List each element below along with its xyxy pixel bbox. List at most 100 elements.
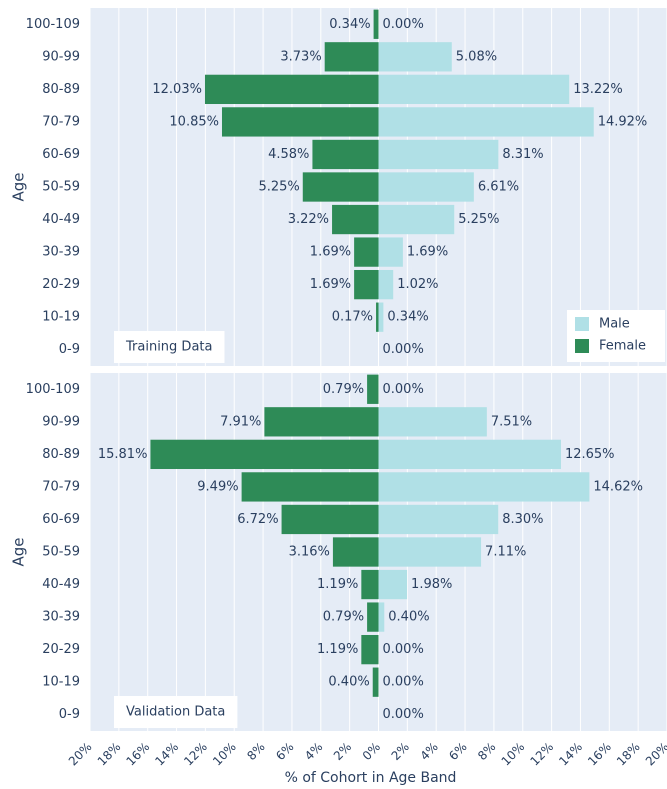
x-tick-label: 0% [360, 740, 383, 763]
data-label: 0.34% [387, 310, 428, 325]
annotation-box [114, 696, 238, 728]
bar [332, 537, 379, 567]
data-label: 12.03% [152, 82, 202, 97]
x-tick-label: 16% [585, 740, 614, 769]
bar [367, 602, 379, 632]
bar [378, 269, 394, 300]
y-tick-label: 0-9 [59, 342, 80, 357]
bar [373, 9, 379, 39]
y-tick-label: 10-19 [42, 310, 80, 325]
y-tick-label: 70-79 [42, 479, 80, 494]
x-tick-label: 2% [389, 740, 412, 763]
y-tick-label: 60-69 [42, 512, 80, 527]
data-label: 0.00% [383, 642, 424, 657]
data-label: 7.91% [220, 414, 261, 429]
data-label: 1.19% [317, 577, 358, 592]
data-label: 9.49% [197, 479, 238, 494]
y-tick-label: 70-79 [42, 114, 80, 129]
y-tick-label: 80-89 [42, 82, 80, 97]
x-tick-label: 8% [475, 740, 498, 763]
data-label: 0.00% [383, 675, 424, 690]
x-tick-label: 10% [210, 740, 239, 769]
data-label: 5.08% [456, 49, 497, 64]
data-label: 14.62% [593, 479, 643, 494]
x-tick-label: 6% [273, 740, 296, 763]
data-label: 3.22% [288, 212, 329, 227]
x-tick-label: 6% [446, 740, 469, 763]
bar [378, 42, 452, 72]
x-tick-label: 12% [181, 740, 210, 769]
bar [378, 439, 561, 470]
bar [378, 74, 570, 105]
data-label: 6.72% [237, 512, 278, 527]
data-label: 7.11% [485, 545, 526, 560]
bar [376, 302, 379, 332]
bar [378, 602, 385, 632]
x-tick-label: 12% [527, 740, 556, 769]
x-tick-label: 4% [302, 740, 325, 763]
bar [378, 139, 499, 170]
data-label: 1.69% [407, 245, 448, 260]
data-label: 6.61% [478, 180, 519, 195]
legend-swatch [575, 339, 589, 353]
bar [367, 374, 379, 404]
data-label: 0.34% [329, 17, 370, 32]
annotation-box [114, 331, 225, 363]
data-label: 0.00% [383, 17, 424, 32]
bar [312, 139, 379, 170]
bar [378, 302, 384, 332]
bar [372, 667, 379, 697]
data-label: 5.25% [458, 212, 499, 227]
x-tick-label: 14% [152, 740, 181, 769]
bar [378, 537, 482, 567]
data-label: 0.00% [383, 707, 424, 722]
x-tick-label: 2% [331, 740, 354, 763]
x-tick-label: 14% [556, 740, 585, 769]
bar [378, 172, 474, 202]
data-label: 1.19% [317, 642, 358, 657]
data-label: 0.79% [323, 610, 364, 625]
data-label: 15.81% [98, 447, 148, 462]
bar [302, 172, 379, 202]
bar [221, 107, 379, 137]
legend-swatch [575, 317, 589, 331]
y-axis-label: Age [10, 172, 28, 201]
x-tick-label: 20% [66, 740, 95, 769]
y-tick-label: 30-39 [42, 610, 80, 625]
y-tick-label: 50-59 [42, 180, 80, 195]
data-label: 13.22% [573, 82, 623, 97]
y-tick-label: 40-49 [42, 577, 80, 592]
data-label: 1.69% [310, 245, 351, 260]
x-axis-label: % of Cohort in Age Band [285, 770, 457, 786]
data-label: 7.51% [491, 414, 532, 429]
bar [378, 472, 590, 502]
y-tick-label: 50-59 [42, 545, 80, 560]
bar [281, 504, 379, 535]
x-tick-label: 18% [95, 740, 124, 769]
data-label: 1.69% [310, 277, 351, 292]
data-label: 0.40% [328, 675, 369, 690]
data-label: 0.00% [383, 342, 424, 357]
y-axis-label: Age [10, 537, 28, 566]
bar [378, 407, 487, 437]
y-tick-label: 20-29 [42, 642, 80, 657]
bar [378, 504, 499, 535]
bar [378, 107, 594, 137]
y-tick-label: 40-49 [42, 212, 80, 227]
y-tick-label: 100-109 [26, 382, 80, 397]
y-tick-label: 90-99 [42, 49, 80, 64]
bar [361, 569, 379, 600]
y-tick-label: 30-39 [42, 245, 80, 260]
data-label: 1.02% [397, 277, 438, 292]
data-label: 12.65% [565, 447, 615, 462]
bar [204, 74, 379, 105]
data-label: 1.98% [411, 577, 452, 592]
x-tick-label: 10% [499, 740, 528, 769]
bar [361, 634, 379, 665]
x-tick-label: 8% [244, 740, 267, 763]
y-tick-label: 80-89 [42, 447, 80, 462]
bar [150, 439, 379, 470]
bar [241, 472, 379, 502]
data-label: 8.30% [502, 512, 543, 527]
y-tick-label: 10-19 [42, 675, 80, 690]
